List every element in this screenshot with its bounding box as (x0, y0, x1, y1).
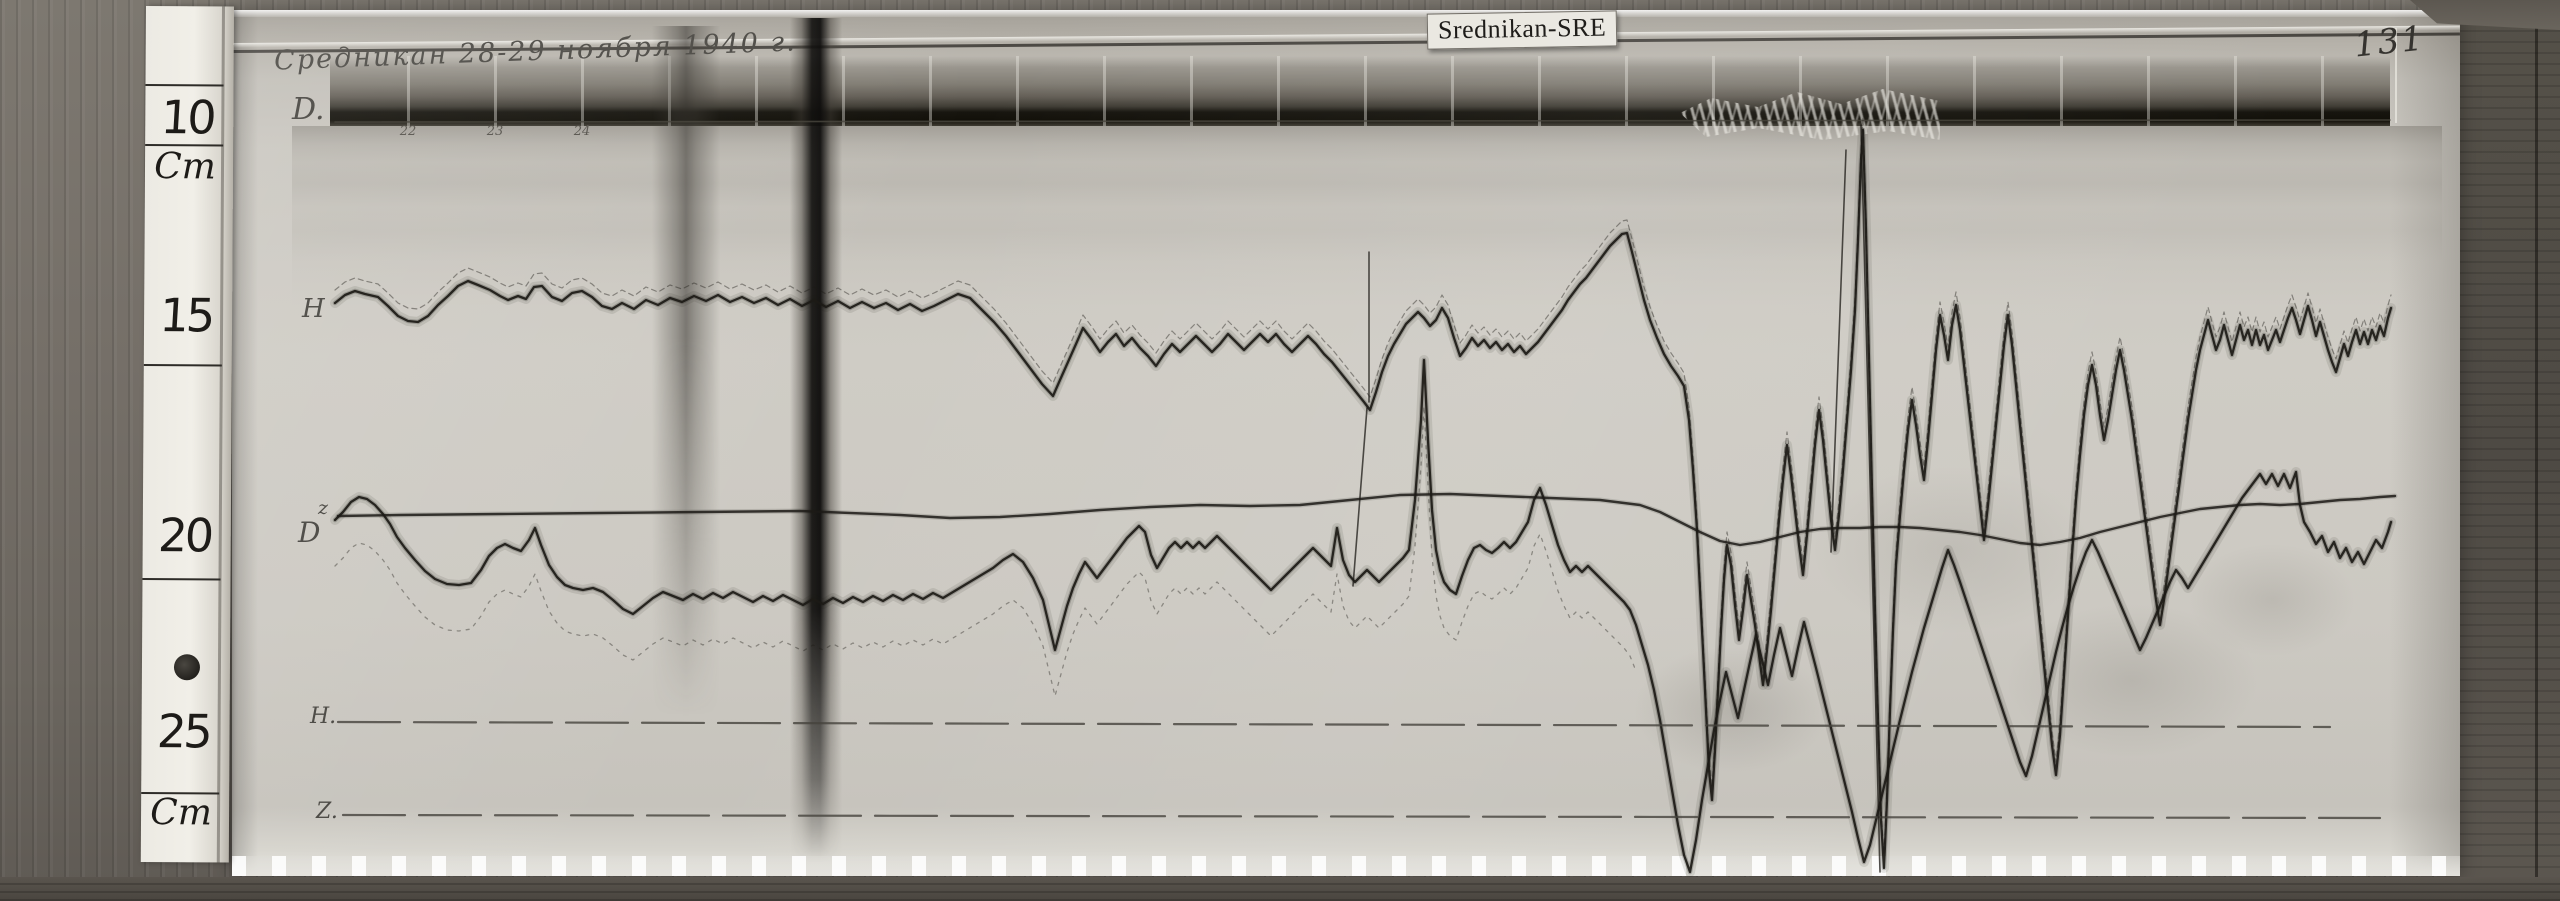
wood-table-bottom (0, 877, 2560, 901)
label-z-trace: z (318, 497, 328, 519)
paper-bottom-glint (232, 856, 2460, 876)
ruler-number: 15 (158, 288, 214, 343)
label-d-trace: D (298, 516, 320, 549)
wood-table-right (2445, 0, 2560, 901)
thin-scratch (2395, 28, 2397, 123)
ruler-marks: 10 Cm 15 20 25 Cm (141, 6, 234, 833)
photographic-ruler: 10 Cm 15 20 25 Cm (140, 6, 234, 863)
film-top-highlight (232, 10, 2460, 17)
label-z0-baseline: Z. (316, 799, 338, 824)
ruler-tick-line (143, 363, 222, 367)
ruler-tick-line (142, 577, 221, 581)
paper-left-shadow (232, 10, 258, 876)
ruler-unit-label: Cm (150, 792, 213, 834)
plastic-sheen (232, 10, 2460, 876)
ruler-unit-label: Cm (154, 146, 216, 188)
ruler-number: 10 (159, 90, 216, 145)
ruler-hole (173, 654, 201, 681)
paper-sheet: Средникан 28-29 ноября 1940 г. Srednikan… (231, 10, 2460, 876)
ruler-tick-line (145, 83, 224, 87)
label-d0-baseline: D. (292, 92, 325, 127)
label-h-trace: H (302, 294, 325, 324)
paper-right-shade (2390, 10, 2460, 876)
ruler-number: 25 (155, 704, 212, 759)
label-h0-baseline: H. (310, 704, 336, 729)
ruler-number: 20 (156, 508, 213, 563)
wood-grain-line (2535, 0, 2538, 901)
